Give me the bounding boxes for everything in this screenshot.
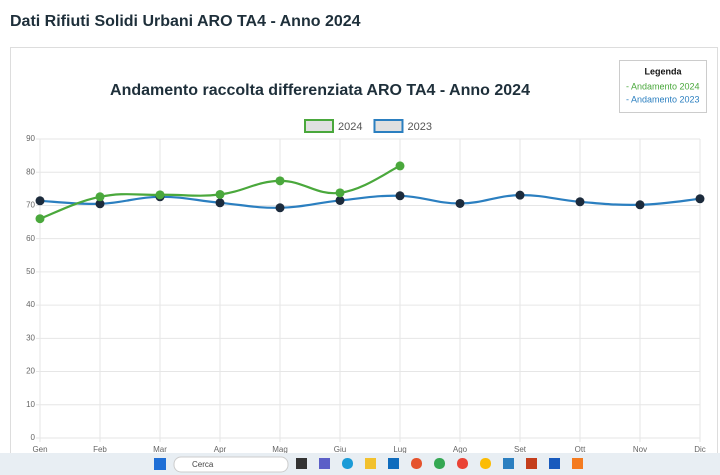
app-icon[interactable] — [296, 458, 307, 469]
search-text: Cerca — [192, 460, 214, 469]
data-point — [155, 190, 165, 200]
chart-title: Andamento raccolta differenziata ARO TA4… — [110, 82, 530, 99]
legend-label: 2023 — [407, 121, 431, 133]
app-icon[interactable] — [342, 458, 353, 469]
taskbar-bg — [0, 453, 720, 475]
y-tick-label: 90 — [26, 134, 35, 143]
x-tick-label: Gen — [32, 445, 47, 454]
x-tick-label: Nov — [633, 445, 647, 454]
app-icon[interactable] — [480, 458, 491, 469]
chart-card — [10, 47, 718, 468]
y-tick-label: 30 — [26, 333, 35, 342]
y-tick-label: 0 — [31, 433, 36, 442]
x-tick-label: Mag — [272, 445, 288, 454]
app-icon[interactable] — [503, 458, 514, 469]
y-tick-label: 70 — [26, 201, 35, 210]
data-point — [275, 176, 285, 186]
app-icon[interactable] — [457, 458, 468, 469]
taskbar-icons — [296, 458, 583, 469]
legend-swatch — [373, 119, 404, 133]
app-icon[interactable] — [365, 458, 376, 469]
series-line — [39, 194, 701, 209]
y-tick-label: 40 — [26, 300, 35, 309]
data-point — [35, 196, 45, 206]
legend-label: 2024 — [338, 121, 362, 133]
start-button[interactable] — [154, 458, 166, 470]
legend-swatch — [304, 119, 334, 133]
data-point — [695, 194, 705, 204]
search-box[interactable] — [173, 456, 289, 473]
x-tick-label: Apr — [214, 445, 227, 454]
data-point — [35, 214, 45, 224]
app-icon[interactable] — [549, 458, 560, 469]
app-icon[interactable] — [411, 458, 422, 469]
data-point — [395, 191, 405, 201]
page-title: Dati Rifiuti Solidi Urbani ARO TA4 - Ann… — [10, 13, 361, 30]
x-tick-label: Dic — [694, 445, 706, 454]
y-tick-label: 10 — [26, 400, 35, 409]
data-point — [515, 190, 525, 200]
data-point — [275, 203, 285, 213]
x-tick-label: Lug — [393, 445, 406, 454]
legend-box-item: - Andamento 2024 — [626, 81, 700, 91]
x-tick-label: Ago — [453, 445, 468, 454]
y-tick-label: 60 — [26, 234, 35, 243]
x-tick-label: Feb — [93, 445, 107, 454]
data-point — [455, 198, 465, 208]
taskbar: Cerca — [0, 453, 720, 475]
data-point — [95, 199, 105, 209]
legend-box-title: Legenda — [644, 66, 682, 76]
y-tick-label: 80 — [26, 167, 35, 176]
x-tick-label: Giu — [334, 445, 346, 454]
y-tick-label: 50 — [26, 267, 35, 276]
data-point — [575, 197, 585, 207]
legend-box — [619, 60, 707, 113]
data-point — [635, 200, 645, 210]
data-point — [335, 188, 345, 198]
data-point — [215, 189, 225, 199]
app-icon[interactable] — [388, 458, 399, 469]
legend-box-item: - Andamento 2023 — [626, 94, 700, 104]
app-icon[interactable] — [319, 458, 330, 469]
app-icon[interactable] — [572, 458, 583, 469]
data-point — [395, 161, 405, 171]
app-icon[interactable] — [434, 458, 445, 469]
x-tick-label: Ott — [575, 445, 586, 454]
data-point — [95, 192, 105, 202]
data-point — [335, 195, 345, 205]
x-tick-label: Set — [514, 445, 527, 454]
data-point — [215, 198, 225, 208]
x-tick-label: Mar — [153, 445, 167, 454]
app-icon[interactable] — [526, 458, 537, 469]
y-tick-label: 20 — [26, 367, 35, 376]
